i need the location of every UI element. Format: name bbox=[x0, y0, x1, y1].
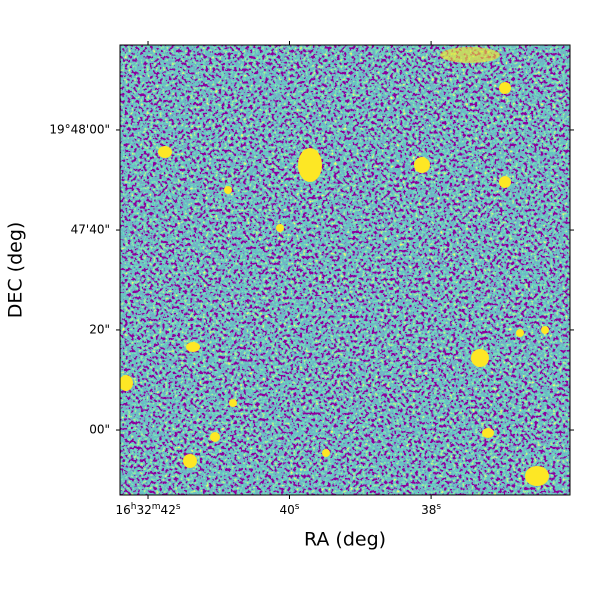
x-tick-label: 40s bbox=[279, 502, 299, 517]
y-tick-label: 00" bbox=[89, 423, 110, 437]
y-tick-label: 19°48'00" bbox=[49, 122, 110, 136]
noise-field bbox=[120, 45, 570, 495]
y-tick-label: 20" bbox=[89, 322, 110, 336]
x-axis-label: RA (deg) bbox=[304, 529, 386, 551]
y-tick-label: 47'40" bbox=[71, 223, 110, 237]
x-tick-label: 38s bbox=[421, 502, 441, 517]
x-tick-label: 16h32m42s bbox=[115, 502, 180, 517]
sky-image bbox=[120, 45, 570, 495]
plot-frame bbox=[119, 44, 571, 496]
y-axis-label: DEC (deg) bbox=[5, 222, 27, 319]
sources bbox=[120, 47, 549, 486]
